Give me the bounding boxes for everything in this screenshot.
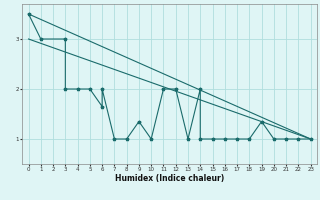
X-axis label: Humidex (Indice chaleur): Humidex (Indice chaleur)	[115, 174, 224, 183]
